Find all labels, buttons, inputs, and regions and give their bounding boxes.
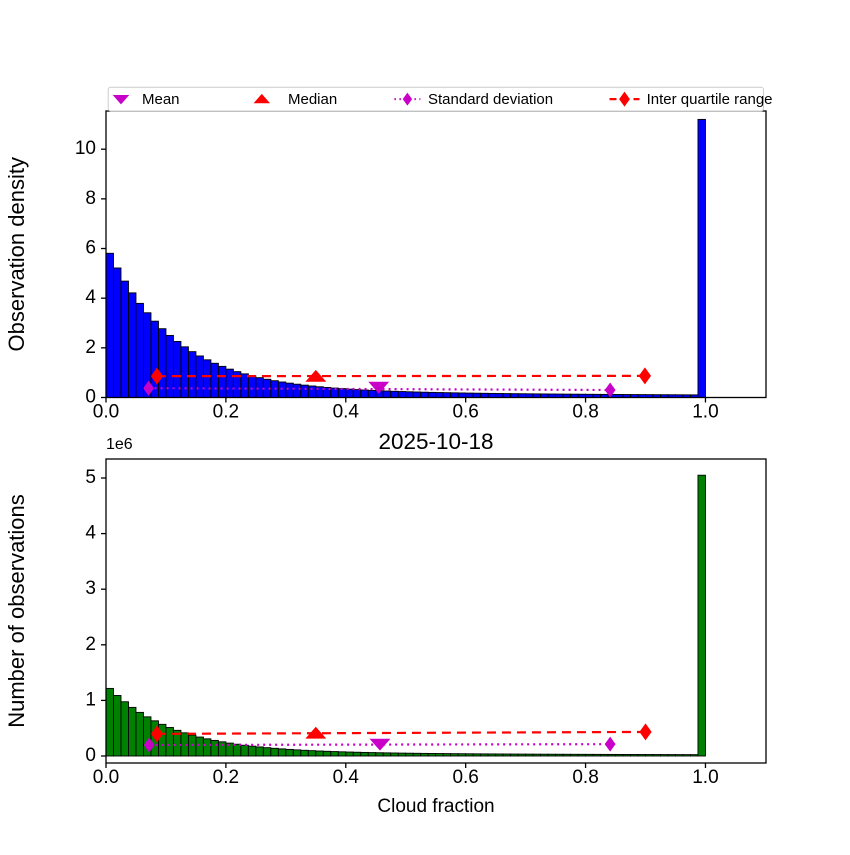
svg-text:3: 3 [85,578,96,599]
svg-text:0.8: 0.8 [572,402,598,423]
svg-text:0: 0 [85,745,96,766]
svg-text:2: 2 [85,337,96,358]
svg-text:Inter quartile range: Inter quartile range [647,91,773,108]
svg-text:6: 6 [85,238,96,259]
svg-text:1e6: 1e6 [106,436,133,453]
svg-text:0: 0 [85,387,96,408]
svg-text:Cloud fraction: Cloud fraction [377,796,494,817]
svg-text:0.0: 0.0 [93,402,119,423]
svg-text:0.6: 0.6 [452,767,478,788]
svg-text:1.0: 1.0 [692,767,718,788]
svg-text:1.0: 1.0 [692,402,718,423]
svg-text:0.8: 0.8 [572,767,598,788]
svg-text:Mean: Mean [142,91,180,108]
svg-text:0.2: 0.2 [213,767,239,788]
svg-text:0.4: 0.4 [333,767,360,788]
svg-text:2: 2 [85,634,96,655]
svg-text:1: 1 [85,689,96,710]
svg-text:Median: Median [288,91,337,108]
svg-text:Number of observations: Number of observations [4,494,29,728]
svg-text:Observation density: Observation density [4,157,29,351]
svg-text:5: 5 [85,467,96,488]
svg-text:Standard deviation: Standard deviation [428,91,553,108]
svg-text:0.4: 0.4 [333,402,360,423]
svg-text:8: 8 [85,188,96,209]
svg-text:0.0: 0.0 [93,767,119,788]
svg-text:0.6: 0.6 [452,402,478,423]
svg-text:10: 10 [75,138,96,159]
svg-text:4: 4 [85,287,96,308]
svg-text:0.2: 0.2 [213,402,239,423]
svg-text:4: 4 [85,523,96,544]
svg-text:2025-10-18: 2025-10-18 [378,429,493,454]
